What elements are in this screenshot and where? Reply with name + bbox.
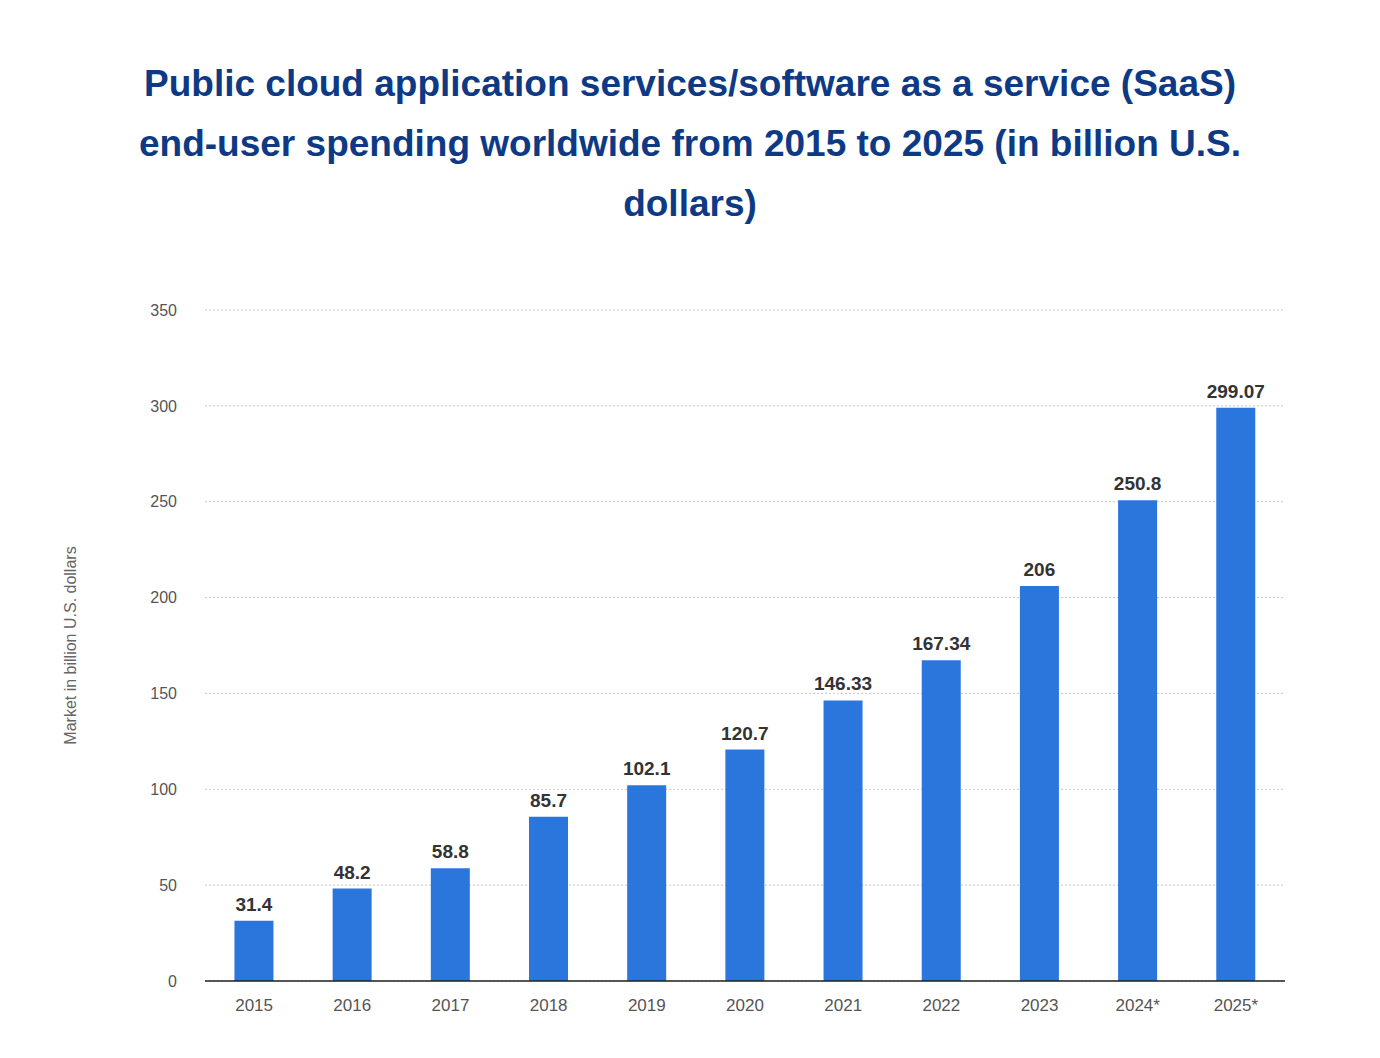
svg-text:100: 100 [150,781,177,798]
svg-text:2020: 2020 [726,996,764,1015]
svg-text:31.4: 31.4 [235,894,272,915]
svg-text:2021: 2021 [824,996,862,1015]
svg-text:2025*: 2025* [1214,996,1259,1015]
svg-text:146.33: 146.33 [814,673,872,694]
svg-text:58.8: 58.8 [432,841,469,862]
svg-text:2023: 2023 [1021,996,1059,1015]
svg-text:120.7: 120.7 [721,723,769,744]
svg-text:2018: 2018 [530,996,568,1015]
svg-text:85.7: 85.7 [530,790,567,811]
svg-text:150: 150 [150,685,177,702]
svg-text:299.07: 299.07 [1207,381,1265,402]
svg-text:206: 206 [1024,559,1056,580]
html-text:Public cloud application servi: Public cloud application services/softwa… [139,63,1241,224]
svg-text:102.1: 102.1 [623,758,671,779]
svg-text:48.2: 48.2 [334,862,371,883]
svg-text:2024*: 2024* [1116,996,1161,1015]
svg-text:Market in billion U.S. dollars: Market in billion U.S. dollars [62,546,79,744]
svg-text:200: 200 [150,589,177,606]
svg-text:2022: 2022 [922,996,960,1015]
svg-text:300: 300 [150,398,177,415]
svg-text:2017: 2017 [432,996,470,1015]
svg-text:350: 350 [150,302,177,319]
svg-text:250: 250 [150,493,177,510]
svg-text:50: 50 [159,877,177,894]
svg-text:2016: 2016 [333,996,371,1015]
svg-text:250.8: 250.8 [1114,473,1162,494]
svg-text:167.34: 167.34 [912,633,971,654]
svg-text:2015: 2015 [235,996,273,1015]
svg-text:0: 0 [168,973,177,990]
svg-text:2019: 2019 [628,996,666,1015]
